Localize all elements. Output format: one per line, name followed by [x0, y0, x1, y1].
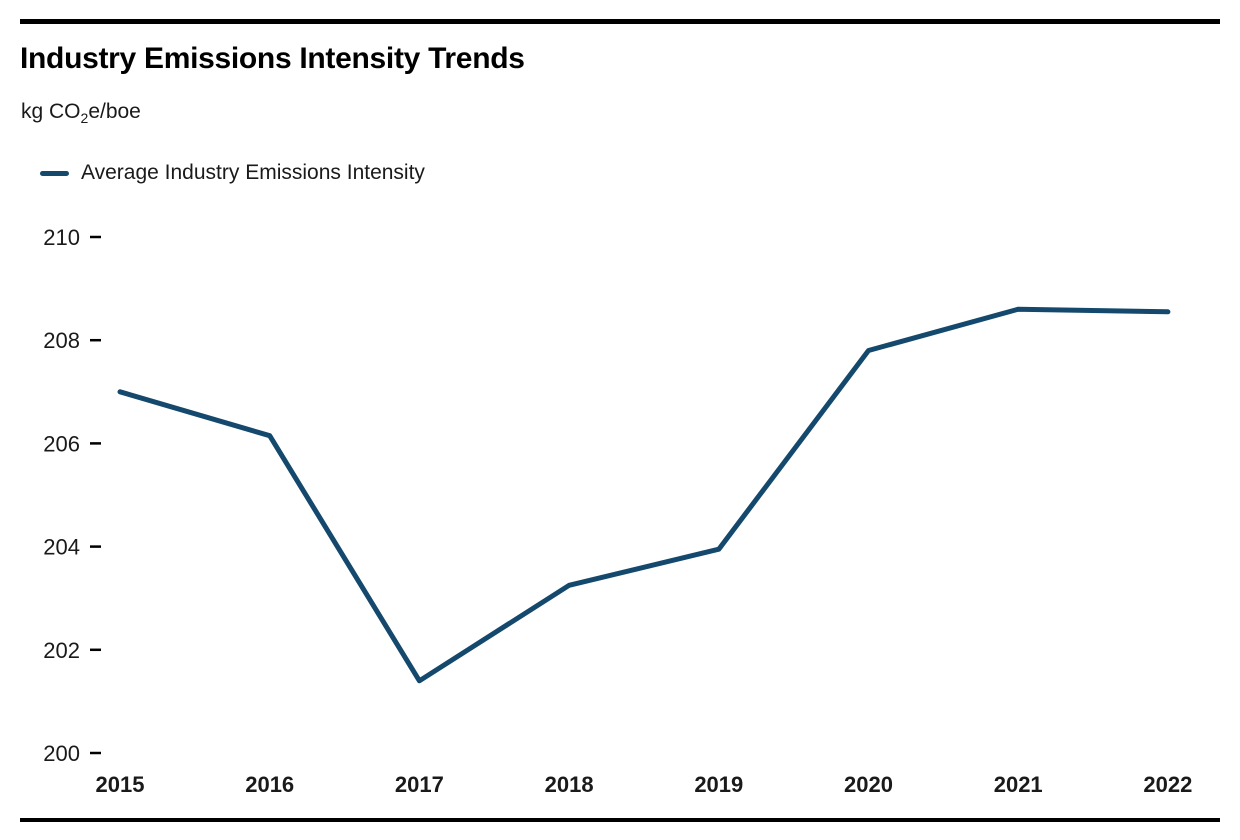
- top-rule: [20, 19, 1220, 24]
- x-axis-tick-label: 2018: [545, 772, 594, 797]
- y-axis-unit-label: kg CO2e/boe: [21, 100, 141, 127]
- x-axis-tick-label: 2021: [994, 772, 1043, 797]
- x-axis-tick-label: 2022: [1143, 772, 1192, 797]
- x-axis-tick-label: 2017: [395, 772, 444, 797]
- x-axis-tick-label: 2016: [245, 772, 294, 797]
- bottom-rule: [20, 818, 1220, 822]
- x-axis-tick-label: 2019: [694, 772, 743, 797]
- unit-subscript: 2: [80, 110, 89, 127]
- y-axis-tick-label: 206: [43, 431, 80, 456]
- legend-line-swatch: [40, 170, 69, 176]
- series-line: [117, 306, 1171, 684]
- x-axis-tick-label: 2015: [96, 772, 145, 797]
- y-axis-tick-label: 200: [43, 741, 80, 766]
- legend-label: Average Industry Emissions Intensity: [81, 161, 425, 184]
- unit-suffix: e/boe: [88, 100, 141, 123]
- y-axis-tick-label: 202: [43, 638, 80, 663]
- y-axis-tick-label: 210: [43, 225, 80, 250]
- legend: Average Industry Emissions Intensity: [40, 161, 425, 185]
- unit-prefix: kg CO: [21, 100, 81, 123]
- chart-title: Industry Emissions Intensity Trends: [20, 42, 525, 75]
- y-axis-tick-label: 208: [43, 328, 80, 353]
- y-axis-tick-label: 204: [43, 535, 80, 560]
- x-axis-tick-label: 2020: [844, 772, 893, 797]
